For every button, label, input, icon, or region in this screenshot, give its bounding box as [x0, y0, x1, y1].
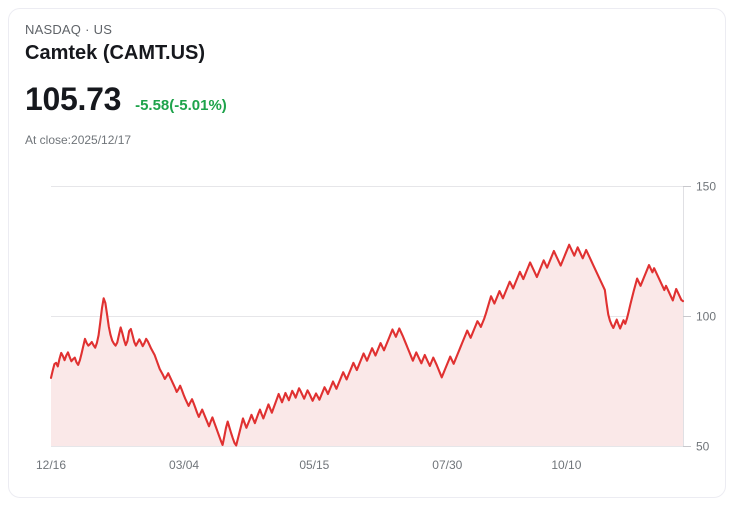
y-axis-tick-label: 150: [696, 180, 716, 194]
x-axis-tick-label: 10/10: [551, 458, 581, 472]
stock-quote-card: NASDAQ · US Camtek (CAMT.US) 105.73 -5.58(…: [8, 8, 726, 498]
x-axis-tick-label: 03/04: [169, 458, 199, 472]
price-change: -5.58(-5.01%): [135, 97, 227, 114]
separator-dot: ·: [85, 22, 90, 37]
at-close-timestamp: At close:2025/12/17: [25, 133, 132, 147]
page-title: Camtek (CAMT.US): [25, 42, 206, 64]
price-chart[interactable]: 50 100 150 12/16 03/04 05/15 07/30 10/10: [9, 169, 726, 489]
x-axis-tick-label: 05/15: [299, 458, 329, 472]
current-price: 105.73: [25, 81, 122, 117]
chart-area-fill: [51, 244, 683, 446]
price-chart-svg[interactable]: 50 100 150 12/16 03/04 05/15 07/30 10/10: [9, 169, 726, 489]
exchange-row: NASDAQ · US: [25, 21, 227, 39]
y-axis-tick-label: 100: [696, 310, 716, 324]
exchange-label: NASDAQ: [25, 22, 82, 37]
series-area-path: [51, 244, 683, 446]
series-line-path: [49, 243, 685, 447]
x-axis-tick-label: 12/16: [36, 458, 66, 472]
chart-y-axis: 50 100 150: [683, 180, 716, 454]
price-row: 105.73 -5.58(-5.01%): [25, 80, 227, 118]
quote-header: NASDAQ · US Camtek (CAMT.US) 105.73 -5.58(…: [25, 21, 227, 148]
region-label: US: [93, 22, 113, 37]
x-axis-tick-label: 07/30: [432, 458, 462, 472]
chart-x-axis: 12/16 03/04 05/15 07/30 10/10: [36, 458, 582, 472]
y-axis-tick-label: 50: [696, 440, 710, 454]
chart-series-line: [49, 243, 685, 447]
